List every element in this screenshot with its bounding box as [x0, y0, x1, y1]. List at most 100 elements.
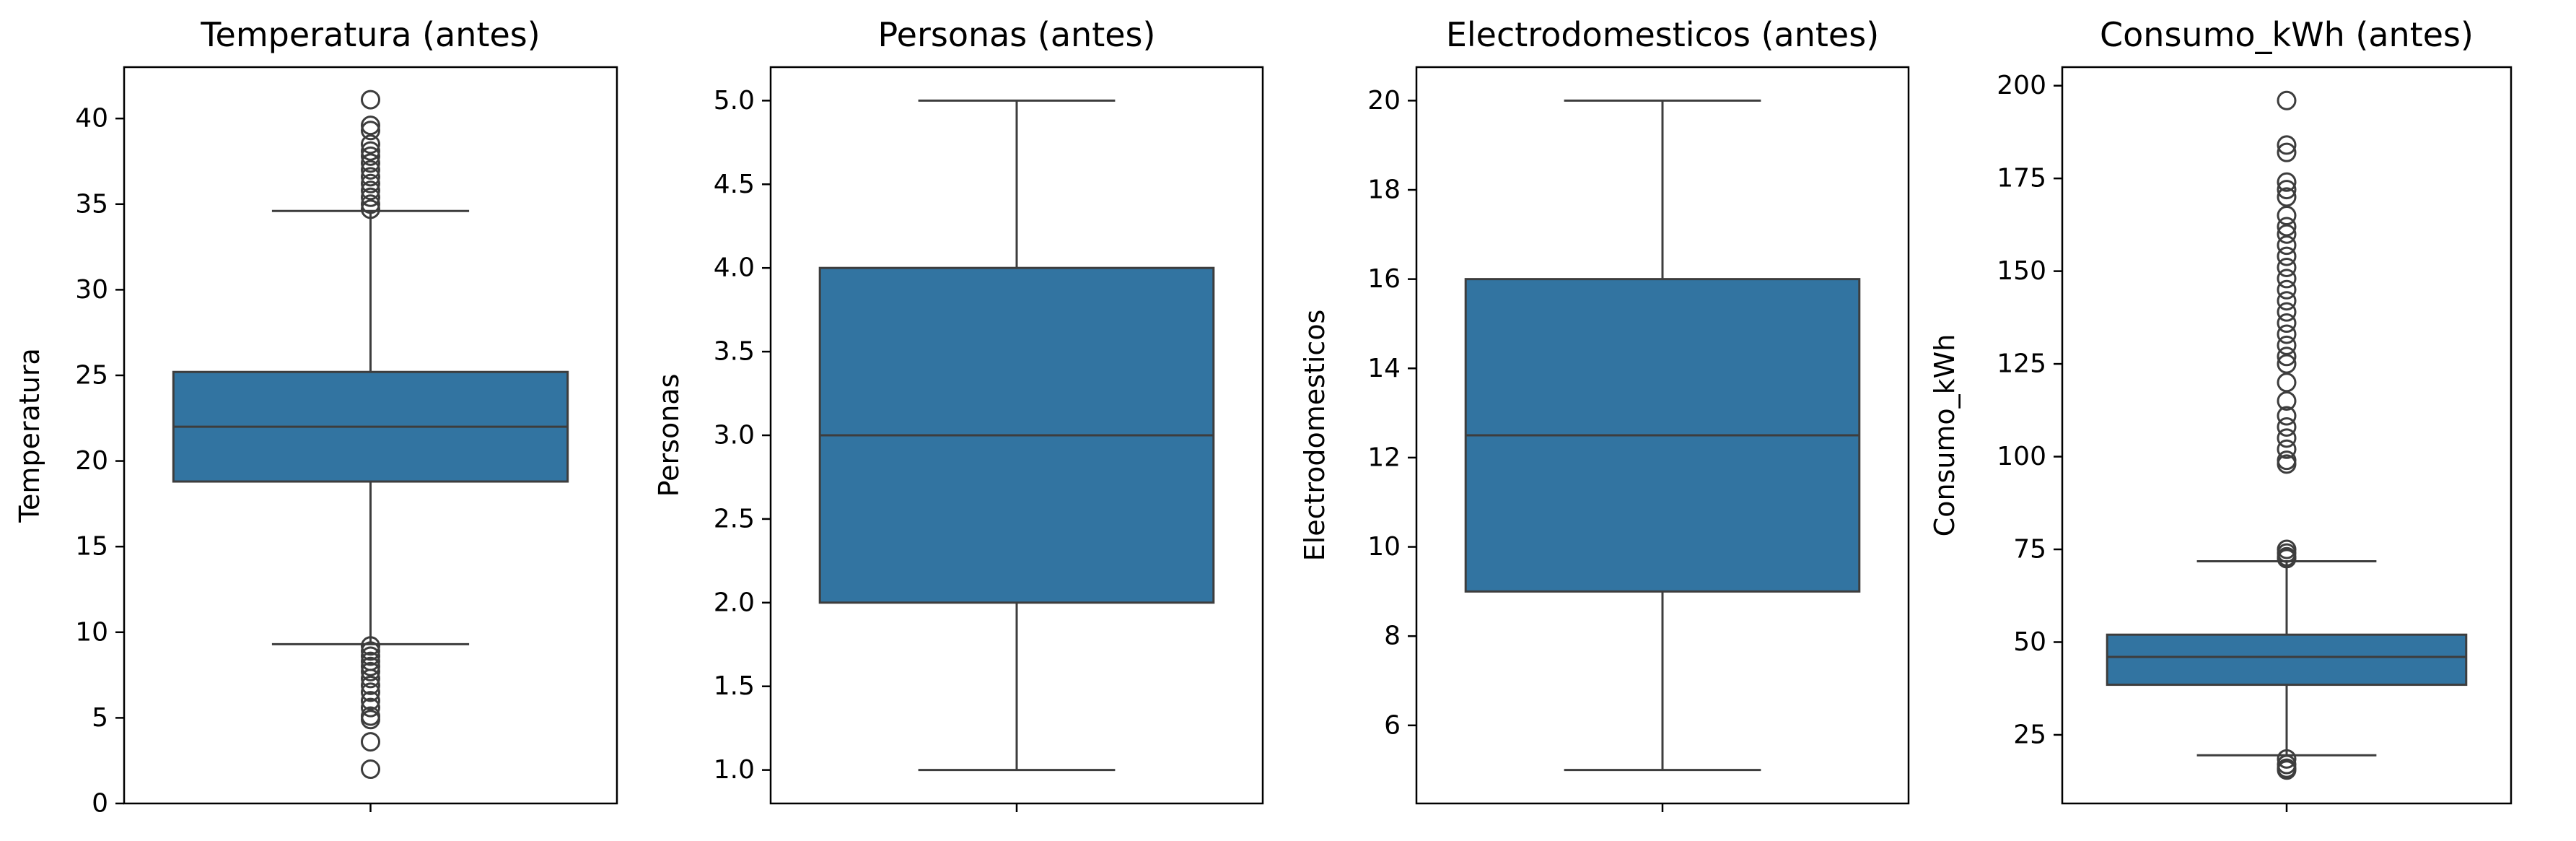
outlier-point [2277, 257, 2297, 277]
subplot-2: 1.0 1.5 2.0 2.5 3.0 3.5 4.0 4.5 5.0 Personas (ant… [653, 15, 1264, 812]
outlier-point [361, 636, 380, 656]
outlier-point [2277, 142, 2297, 162]
y-tick-label: 1.5 [714, 671, 755, 701]
outlier-point [2277, 428, 2297, 448]
outlier-point [361, 691, 380, 711]
outlier-point [361, 116, 380, 136]
y-axis-label: Personas [653, 374, 685, 497]
outlier-point [361, 661, 380, 681]
y-tick-label: 125 [1997, 349, 2046, 379]
y-tick-label: 5 [92, 703, 108, 733]
outlier-point [361, 160, 380, 180]
outlier-point [2277, 313, 2297, 334]
outlier-point [2277, 172, 2297, 192]
outlier-point [2277, 391, 2297, 411]
y-tick-label: 18 [1367, 175, 1401, 205]
outlier-point [361, 90, 380, 110]
y-axis-label: Electrodomesticos [1299, 310, 1331, 562]
y-axis-label: Consumo_kWh [1929, 334, 1961, 537]
outlier-point [361, 121, 380, 141]
subplot-3: 6 8 10 12 14 16 18 20 Electrodomesticos (antes) E… [1299, 15, 1910, 812]
y-tick-label: 12 [1367, 443, 1401, 472]
outlier-point [361, 668, 380, 689]
outlier-point [2277, 324, 2297, 344]
outlier-point [361, 682, 380, 702]
outlier-point [2277, 347, 2297, 367]
outlier-point [2277, 450, 2297, 471]
y-tick-label: 25 [2013, 720, 2046, 749]
outlier-point [361, 710, 380, 730]
outlier-point [2277, 135, 2297, 155]
y-tick-label: 3.5 [714, 337, 755, 367]
outlier-point [361, 675, 380, 695]
subplot-title: Consumo_kWh (antes) [2100, 15, 2474, 54]
y-tick-label: 1.0 [714, 755, 755, 785]
outlier-point [2277, 187, 2297, 207]
y-tick-label: 14 [1367, 354, 1401, 383]
y-tick-label: 2.0 [714, 588, 755, 617]
outlier-point [361, 194, 380, 214]
outlier-point [2277, 439, 2297, 459]
outlier-point [2277, 354, 2297, 374]
subplot-4: 25 50 75 100 125 150 175 200 Consumo_kWh (antes)… [1929, 15, 2513, 812]
subplot-title: Temperatura (antes) [200, 15, 540, 54]
y-tick-label: 20 [1367, 86, 1401, 116]
y-tick-label: 10 [75, 617, 108, 647]
outlier-point [2277, 246, 2297, 266]
outlier-point [361, 134, 380, 154]
y-tick-label: 4.5 [714, 170, 755, 199]
outlier-point [361, 199, 380, 219]
outlier-point [2277, 269, 2297, 289]
outlier-point [361, 732, 380, 752]
iqr-box [2106, 633, 2468, 687]
y-tick-label: 2.5 [714, 504, 755, 533]
y-axis-label: Temperatura [14, 348, 45, 523]
y-tick-label: 0 [92, 789, 108, 819]
y-tick-label: 10 [1367, 532, 1401, 562]
outlier-point [2277, 279, 2297, 300]
y-tick-label: 50 [2013, 627, 2046, 657]
outlier-point [361, 641, 380, 661]
outlier-point [361, 656, 380, 676]
outlier-point [2277, 335, 2297, 355]
outlier-point [2277, 549, 2297, 569]
y-tick-label: 30 [75, 275, 108, 305]
y-tick-label: 5.0 [714, 86, 755, 116]
y-tick-label: 40 [75, 104, 108, 134]
outlier-point [2277, 206, 2297, 226]
outlier-point [361, 646, 380, 666]
outlier-point [361, 167, 380, 187]
outlier-point [2277, 224, 2297, 244]
outlier-point [2277, 760, 2297, 780]
y-tick-label: 3.0 [714, 421, 755, 450]
y-tick-label: 16 [1367, 264, 1401, 294]
y-tick-label: 200 [1997, 71, 2046, 100]
outlier-point [2277, 749, 2297, 769]
outlier-point [2277, 235, 2297, 256]
outlier-point [2277, 454, 2297, 474]
subplot-1: 0 5 10 15 20 25 30 35 40 Temperatura (antes) Tempe… [14, 15, 618, 819]
outlier-point [2277, 90, 2297, 110]
y-tick-label: 20 [75, 446, 108, 476]
outlier-point [2277, 372, 2297, 393]
outlier-point [361, 180, 380, 201]
outlier-point [361, 146, 380, 166]
outlier-point [361, 759, 380, 780]
outlier-point [2277, 406, 2297, 426]
y-tick-label: 25 [75, 360, 108, 390]
outlier-point [361, 187, 380, 207]
outlier-point [2277, 417, 2297, 437]
subplot-title: Personas (antes) [878, 15, 1156, 54]
outlier-point [361, 697, 380, 718]
outlier-point [361, 153, 380, 173]
outlier-point [361, 141, 380, 161]
subplot-title: Electrodomesticos (antes) [1446, 15, 1879, 54]
y-tick-label: 35 [75, 189, 108, 219]
outlier-point [2277, 180, 2297, 200]
y-tick-label: 150 [1997, 256, 2046, 286]
y-tick-label: 8 [1384, 622, 1401, 651]
y-tick-label: 15 [75, 532, 108, 562]
y-tick-label: 6 [1384, 710, 1401, 740]
outlier-point [2277, 291, 2297, 311]
